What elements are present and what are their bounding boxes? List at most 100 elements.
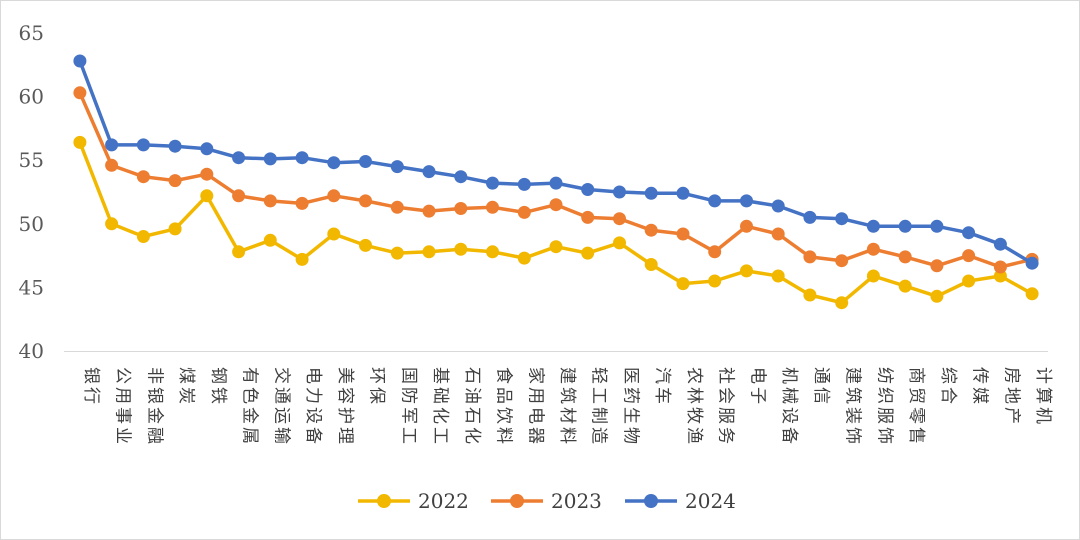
data-point-2022 (390, 246, 404, 260)
data-point-2023 (359, 194, 372, 208)
x-tick-label: 电子 (747, 367, 767, 407)
data-point-2023 (73, 86, 87, 100)
data-point-2023 (993, 260, 1007, 274)
data-point-2024 (866, 219, 880, 233)
legend: 2022 2023 2024 (358, 489, 736, 513)
x-tick-label: 纺织服饰 (874, 367, 894, 447)
data-point-2024 (359, 155, 372, 168)
data-point-2023 (454, 202, 468, 215)
data-point-2022 (993, 269, 1007, 283)
data-point-2022 (962, 274, 976, 288)
legend-item-2024: 2024 (625, 489, 736, 513)
data-point-2022 (454, 242, 468, 256)
data-point-2022 (866, 269, 880, 283)
data-point-2022 (581, 246, 595, 260)
x-tick-label: 交通运输 (271, 367, 291, 447)
data-point-2022 (740, 264, 753, 278)
data-point-2024 (390, 160, 404, 174)
data-point-2022 (486, 245, 499, 259)
data-point-2022 (613, 236, 626, 250)
legend-item-2022: 2022 (358, 489, 469, 513)
series-2023 (73, 86, 1039, 274)
data-point-2022 (263, 233, 277, 247)
data-point-2024 (232, 151, 246, 165)
x-tick-label: 银行 (81, 367, 101, 407)
data-point-2024 (105, 138, 119, 152)
x-tick-label: 基础化工 (430, 367, 450, 447)
series-2024 (73, 54, 1039, 270)
data-point-2024 (422, 165, 436, 179)
x-tick-label: 商贸零售 (906, 367, 926, 447)
data-point-2023 (866, 242, 880, 256)
data-point-2023 (708, 245, 722, 259)
series-layer (73, 54, 1039, 310)
data-point-2023 (168, 174, 182, 188)
data-point-2022 (73, 135, 87, 149)
data-point-2022 (1025, 287, 1039, 301)
data-point-2024 (136, 138, 150, 152)
y-tick-label: 40 (19, 339, 44, 363)
data-point-2024 (708, 194, 722, 208)
data-point-2022 (359, 238, 372, 252)
data-point-2024 (168, 139, 182, 153)
data-point-2022 (517, 251, 531, 265)
x-tick-label: 建筑装饰 (843, 367, 863, 447)
data-point-2022 (232, 245, 246, 259)
x-tick-label: 非银金融 (144, 367, 164, 447)
data-point-2022 (898, 279, 912, 293)
data-point-2022 (676, 277, 690, 291)
data-point-2024 (517, 177, 531, 191)
data-point-2024 (835, 212, 849, 226)
x-tick-label: 计算机 (1033, 367, 1053, 427)
data-point-2024 (581, 183, 595, 196)
x-tick-label: 轻工制造 (589, 367, 609, 447)
data-point-2023 (676, 227, 690, 241)
y-tick-label: 55 (19, 148, 44, 172)
data-point-2024 (454, 170, 468, 184)
x-tick-label: 社会服务 (716, 367, 736, 447)
data-point-2024 (549, 176, 563, 190)
data-point-2024 (486, 176, 499, 190)
data-point-2023 (327, 189, 341, 203)
data-point-2023 (740, 219, 753, 233)
data-point-2023 (644, 223, 658, 237)
data-point-2022 (549, 240, 563, 254)
x-tick-label: 国防军工 (398, 367, 418, 447)
legend-label: 2023 (551, 489, 602, 513)
series-2022 (73, 135, 1039, 310)
data-point-2024 (962, 226, 976, 240)
x-tick-label: 机械设备 (779, 367, 799, 447)
data-point-2024 (740, 194, 753, 208)
x-tick-label: 家用电器 (525, 367, 545, 447)
data-point-2023 (263, 194, 277, 208)
data-point-2024 (73, 54, 87, 68)
data-point-2023 (835, 254, 849, 268)
data-point-2024 (676, 186, 690, 200)
legend-label: 2022 (418, 489, 469, 513)
legend-marker (644, 494, 658, 508)
data-point-2024 (200, 142, 214, 156)
x-tick-label: 美容护理 (335, 367, 355, 447)
x-tick-label: 公用事业 (113, 367, 133, 447)
x-tick-label: 钢铁 (208, 367, 228, 407)
x-tick-label: 电力设备 (303, 367, 323, 447)
x-tick-label: 建筑材料 (557, 367, 577, 447)
data-point-2024 (644, 186, 658, 200)
data-point-2024 (771, 199, 785, 213)
x-tick-label: 有色金属 (240, 367, 260, 447)
x-tick-label: 汽车 (652, 367, 672, 407)
data-point-2023 (771, 227, 785, 241)
data-point-2024 (613, 185, 626, 199)
data-point-2024 (263, 152, 277, 166)
data-point-2023 (422, 204, 436, 218)
series-line-2024 (78, 59, 1034, 265)
data-point-2023 (517, 205, 531, 219)
x-tick-label: 煤炭 (176, 367, 196, 407)
data-point-2023 (581, 210, 595, 224)
data-point-2023 (930, 259, 944, 273)
y-axis: 40 45 50 55 60 65 (19, 21, 44, 363)
data-point-2023 (105, 158, 119, 172)
data-point-2024 (930, 219, 944, 233)
data-point-2022 (930, 289, 944, 303)
